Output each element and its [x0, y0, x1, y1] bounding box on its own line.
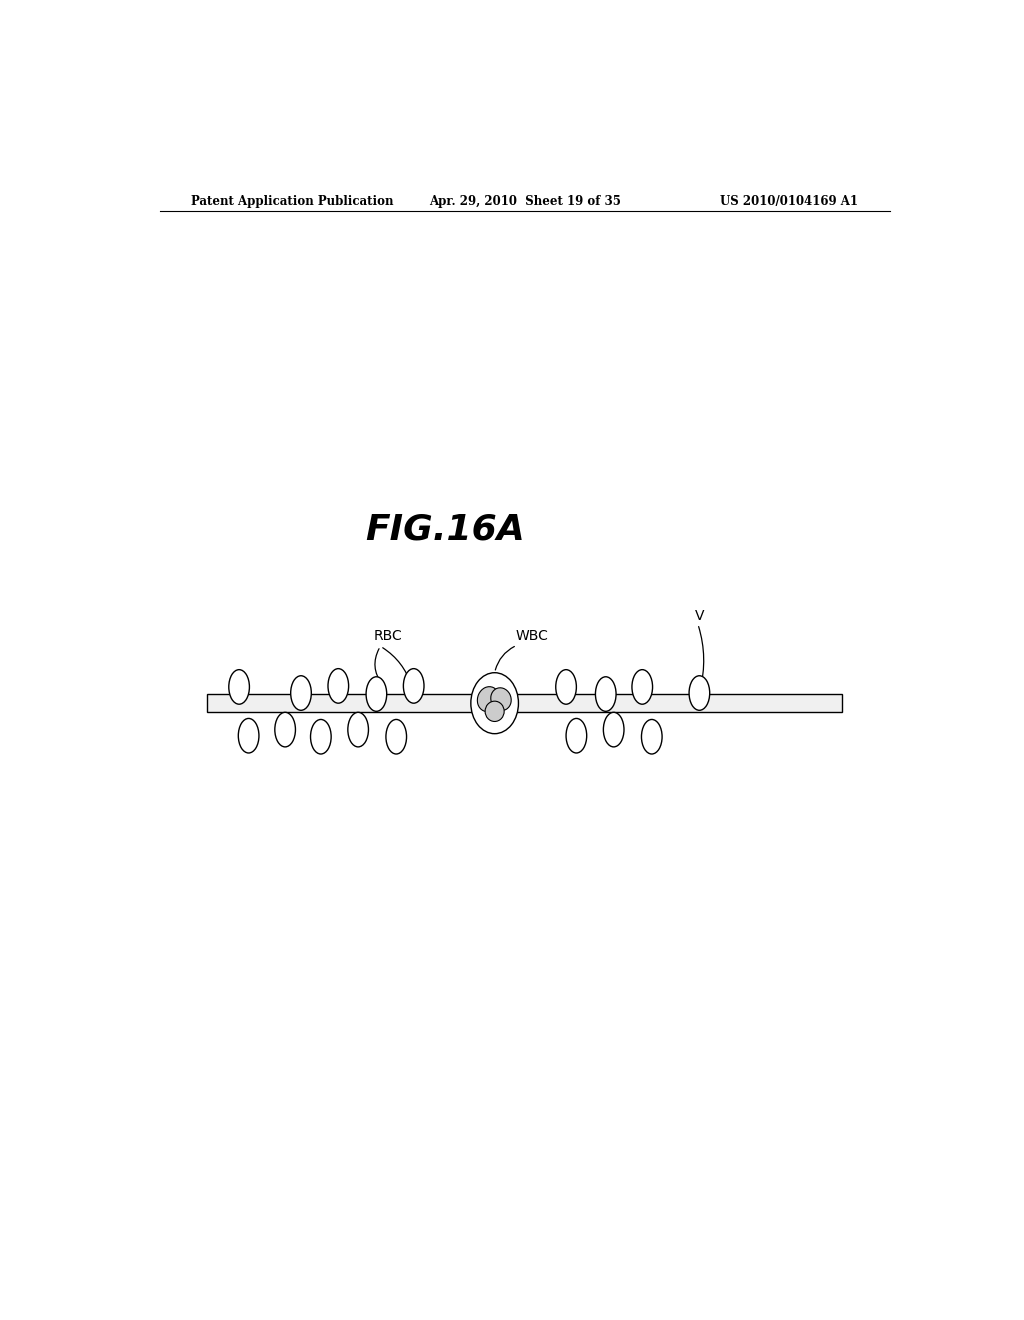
Text: FIG.16A: FIG.16A: [366, 512, 525, 546]
Ellipse shape: [595, 677, 616, 711]
Ellipse shape: [310, 719, 331, 754]
Ellipse shape: [485, 701, 504, 722]
Ellipse shape: [566, 718, 587, 752]
Ellipse shape: [556, 669, 577, 704]
Ellipse shape: [291, 676, 311, 710]
Ellipse shape: [348, 713, 369, 747]
Ellipse shape: [490, 688, 511, 710]
Circle shape: [471, 673, 518, 734]
Text: V: V: [694, 609, 705, 623]
Text: Apr. 29, 2010  Sheet 19 of 35: Apr. 29, 2010 Sheet 19 of 35: [429, 194, 621, 207]
Text: US 2010/0104169 A1: US 2010/0104169 A1: [720, 194, 858, 207]
Ellipse shape: [239, 718, 259, 752]
Ellipse shape: [641, 719, 663, 754]
Ellipse shape: [274, 713, 296, 747]
Text: Patent Application Publication: Patent Application Publication: [191, 194, 394, 207]
Ellipse shape: [632, 669, 652, 704]
Text: RBC: RBC: [374, 630, 402, 643]
Ellipse shape: [328, 669, 348, 704]
Text: WBC: WBC: [515, 630, 548, 643]
Ellipse shape: [228, 669, 250, 704]
Bar: [207, 694, 843, 713]
Ellipse shape: [603, 713, 624, 747]
Ellipse shape: [386, 719, 407, 754]
Ellipse shape: [689, 676, 710, 710]
Ellipse shape: [477, 686, 500, 711]
Ellipse shape: [403, 669, 424, 704]
Ellipse shape: [366, 677, 387, 711]
